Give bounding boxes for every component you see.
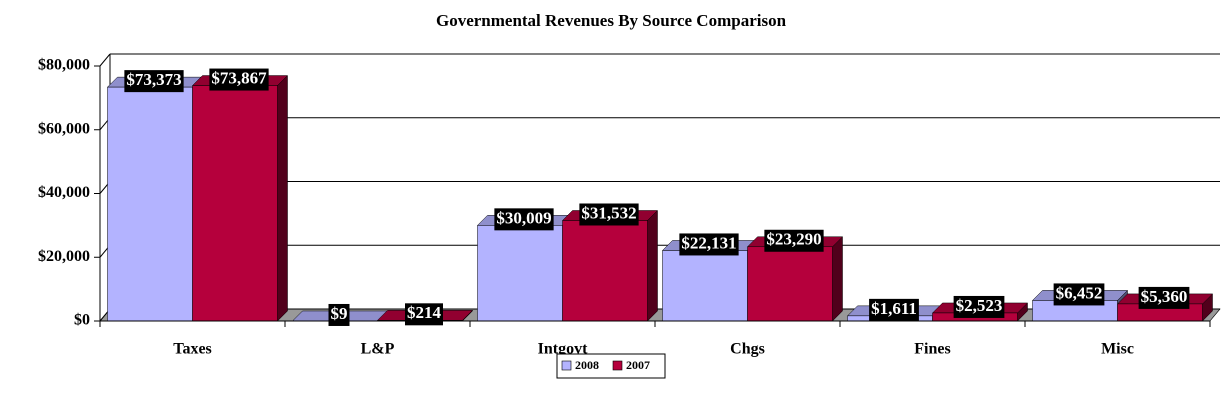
data-label: $6,452 (1056, 283, 1103, 302)
bar (562, 220, 648, 322)
x-tick-label: Fines (914, 341, 950, 358)
data-label-box (124, 70, 184, 93)
data-label: $5,360 (1141, 287, 1188, 306)
bar (477, 225, 563, 322)
x-tick-label: Misc (1101, 341, 1134, 358)
bar (192, 85, 278, 322)
chart-title: Governmental Revenues By Source Comparis… (436, 11, 787, 30)
data-label: $2,523 (956, 296, 1003, 315)
bar-side (832, 236, 843, 322)
data-label-box (764, 229, 824, 252)
data-label: $31,532 (581, 203, 636, 222)
y-tick-label: $60,000 (38, 120, 90, 137)
data-label-box (1138, 286, 1190, 309)
bar (107, 86, 193, 322)
data-label-box (869, 298, 919, 321)
bar (747, 246, 833, 322)
y-tick-label: $0 (74, 312, 90, 329)
data-label: $23,290 (766, 230, 821, 249)
x-tick-label: L&P (361, 341, 395, 358)
legend-swatch (612, 360, 623, 371)
data-label-box (405, 303, 443, 326)
legend (556, 353, 666, 379)
data-label: $73,373 (126, 70, 181, 89)
x-tick-label: Taxes (173, 341, 212, 358)
y-tick-label: $20,000 (38, 248, 90, 265)
data-label: $214 (407, 303, 442, 322)
grid-line (99, 53, 111, 67)
x-tick-label: Intgovt (538, 341, 588, 358)
legend-label: 2008 (575, 358, 599, 372)
y-tick-label: $40,000 (38, 184, 90, 201)
bar-side (277, 74, 288, 322)
data-label: $30,009 (496, 208, 551, 227)
data-label-box (209, 68, 269, 91)
data-label-box (679, 233, 739, 256)
legend-swatch (561, 360, 572, 371)
bar (662, 250, 748, 322)
legend-label: 2007 (626, 358, 650, 372)
y-tick-label: $80,000 (38, 57, 90, 74)
data-label: $22,131 (681, 233, 736, 252)
data-label: $1,611 (871, 299, 917, 318)
data-label-box (328, 303, 350, 326)
data-label-box (953, 295, 1005, 318)
data-label: $73,867 (211, 68, 267, 87)
data-label: $9 (331, 304, 348, 323)
bar-side (647, 209, 658, 322)
data-label-box (494, 208, 554, 231)
x-tick-label: Chgs (730, 341, 765, 358)
data-label-box (1053, 283, 1105, 306)
data-label-box (579, 203, 639, 226)
